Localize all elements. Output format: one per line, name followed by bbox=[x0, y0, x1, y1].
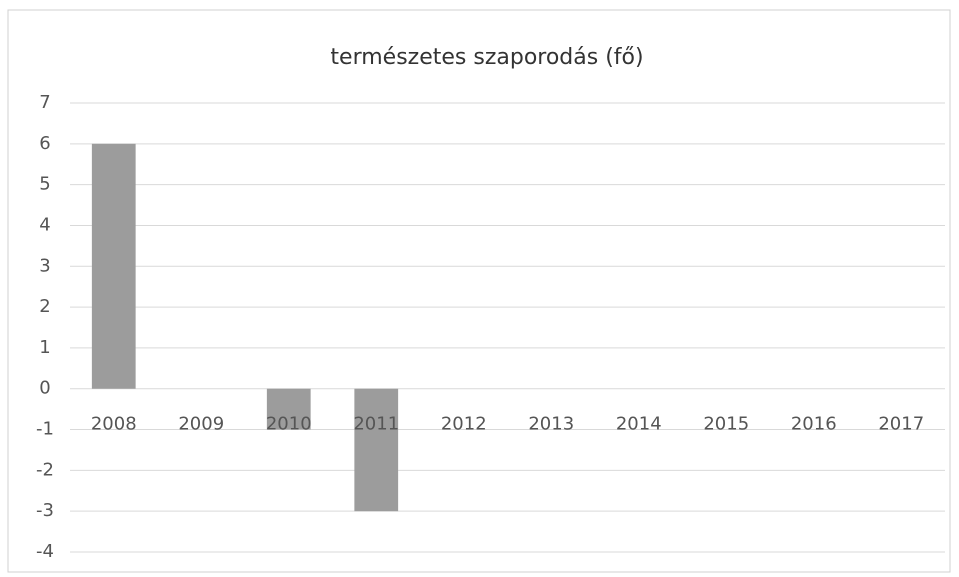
y-tick-label: 1 bbox=[39, 337, 50, 358]
bar bbox=[354, 388, 399, 512]
y-tick-label: -4 bbox=[36, 541, 54, 562]
y-tick-label: 5 bbox=[39, 174, 50, 195]
x-tick-label: 2014 bbox=[616, 414, 662, 435]
y-tick-label: 2 bbox=[39, 296, 50, 317]
x-tick-label: 2012 bbox=[441, 414, 487, 435]
x-tick-label: 2009 bbox=[178, 414, 224, 435]
y-tick-label: -2 bbox=[36, 459, 54, 480]
x-tick-label: 2017 bbox=[878, 414, 924, 435]
bar bbox=[91, 143, 136, 389]
x-tick-label: 2015 bbox=[703, 414, 749, 435]
y-tick-label: 0 bbox=[39, 378, 50, 399]
x-tick-label: 2013 bbox=[528, 414, 574, 435]
x-tick-label: 2011 bbox=[353, 414, 399, 435]
bar bbox=[266, 388, 311, 430]
x-tick-label: 2008 bbox=[91, 414, 137, 435]
chart-title: természetes szaporodás (fő) bbox=[330, 45, 643, 70]
y-tick-label: 3 bbox=[39, 255, 50, 276]
y-tick-label: -1 bbox=[36, 419, 54, 440]
y-tick-label: 7 bbox=[39, 92, 50, 113]
x-tick-label: 2010 bbox=[266, 414, 312, 435]
x-tick-label: 2016 bbox=[791, 414, 837, 435]
y-tick-label: 6 bbox=[39, 133, 50, 154]
chart-frame bbox=[7, 9, 951, 573]
y-tick-label: 4 bbox=[39, 214, 50, 235]
y-tick-label: -3 bbox=[36, 500, 54, 521]
